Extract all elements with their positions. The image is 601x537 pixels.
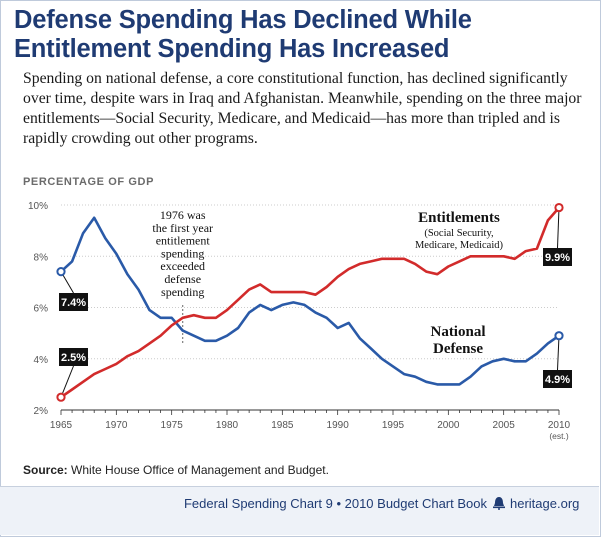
defense-start-box <box>59 293 88 311</box>
y-tick-label: 6% <box>34 304 49 315</box>
defense-point <box>56 267 66 277</box>
entitlements-label: Entitlements <box>418 210 500 226</box>
entitlements-start-value-label: 2.5% <box>61 352 86 364</box>
y-tick-label: 4% <box>34 355 49 366</box>
heritage-logo[interactable]: heritage.org <box>492 496 579 511</box>
entitlements-end-value-label: 9.9% <box>545 252 570 264</box>
footer-divider <box>0 486 599 487</box>
x-tick-label: 2005 <box>493 420 516 431</box>
defense-line <box>59 216 561 386</box>
annotation-text: spending <box>161 285 204 299</box>
entitlements-point <box>56 392 66 402</box>
entitlements-start-leader <box>60 365 74 398</box>
x-tick-label: 1990 <box>327 420 350 431</box>
x-tick-label: 1985 <box>271 420 294 431</box>
entitlements-line <box>59 206 561 399</box>
x-tick-label: 1970 <box>105 420 128 431</box>
title-line-2: Entitlement Spending Has Increased <box>14 35 450 63</box>
entitlements-point <box>554 202 564 213</box>
footer-text: Federal Spending Chart 9 • 2010 Budget C… <box>183 496 487 511</box>
y-tick-label: 8% <box>34 252 49 263</box>
defense-end-leader <box>557 335 560 371</box>
bell-icon <box>493 497 505 510</box>
annotation-text: defense <box>164 272 201 286</box>
entitlements-start-box <box>59 348 88 366</box>
source-label: Source: <box>23 463 68 477</box>
x-tick-label: 1995 <box>382 420 405 431</box>
defense-point <box>554 331 564 341</box>
annotation-text: entitlement <box>156 234 211 248</box>
annotation-text: exceeded <box>160 259 205 273</box>
defense-end-box <box>543 370 572 388</box>
x-tick-label: 2000 <box>437 420 460 431</box>
entitlements-end-leader <box>557 207 560 249</box>
entitlements-sublabel: Medicare, Medicaid) <box>415 240 504 251</box>
entitlements-sublabel: (Social Security, <box>424 228 493 239</box>
x-tick-note: (est.) <box>549 431 569 441</box>
entitlements-end-box <box>543 248 572 266</box>
y-axis-title: PERCENTAGE OF GDP <box>23 176 155 188</box>
chart-subtitle: Spending on national defense, a core con… <box>23 70 582 147</box>
x-tick-label: 2010 <box>548 420 571 431</box>
x-tick-label: 1975 <box>161 420 184 431</box>
footer-bar <box>0 486 599 535</box>
footer-site: heritage.org <box>510 496 580 511</box>
annotation-text: spending <box>161 246 204 260</box>
chart-title: Defense Spending Has Declined While Enti… <box>14 6 589 64</box>
defense-label: National <box>430 324 485 340</box>
x-tick-label: 1965 <box>50 420 73 431</box>
defense-start-value-label: 7.4% <box>61 297 86 309</box>
x-tick-label: 1980 <box>216 420 239 431</box>
defense-end-value-label: 4.9% <box>545 374 570 386</box>
title-line-1: Defense Spending Has Declined While <box>14 6 472 34</box>
y-tick-label: 10% <box>28 201 48 212</box>
source-text: White House Office of Management and Bud… <box>67 463 329 477</box>
y-tick-label: 2% <box>34 406 49 417</box>
defense-label: Defense <box>433 341 483 357</box>
source-note: Source: White House Office of Management… <box>23 463 329 477</box>
annotation-text: the first year <box>152 221 213 235</box>
annotation-text: 1976 was <box>160 208 206 222</box>
